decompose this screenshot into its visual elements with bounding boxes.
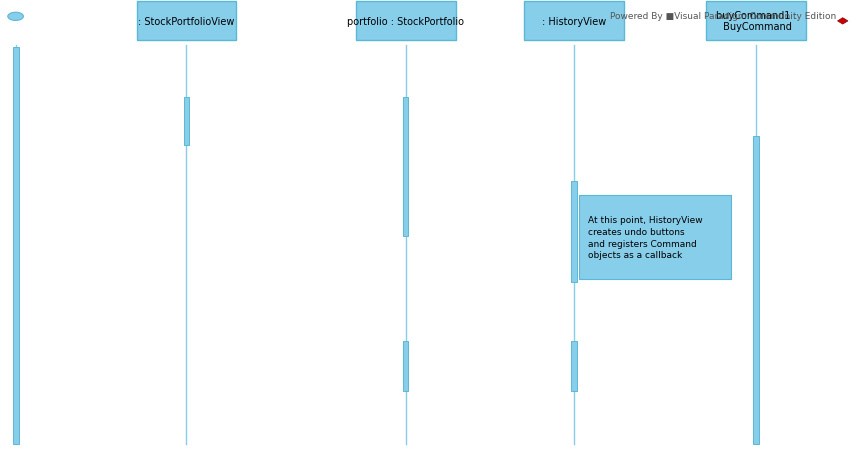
FancyBboxPatch shape — [403, 98, 408, 237]
FancyBboxPatch shape — [524, 2, 623, 41]
FancyBboxPatch shape — [706, 2, 805, 41]
Text: Powered By ■Visual Paradigm Community Edition: Powered By ■Visual Paradigm Community Ed… — [610, 11, 837, 20]
FancyBboxPatch shape — [12, 48, 18, 444]
FancyBboxPatch shape — [356, 2, 456, 41]
Text: : StockPortfolioView: : StockPortfolioView — [138, 17, 235, 26]
FancyBboxPatch shape — [571, 182, 577, 282]
FancyBboxPatch shape — [753, 136, 759, 444]
FancyBboxPatch shape — [571, 341, 577, 391]
FancyBboxPatch shape — [136, 2, 236, 41]
Text: portfolio : StockPortfolio: portfolio : StockPortfolio — [348, 17, 464, 26]
Text: buyCommand1 :
 BuyCommand: buyCommand1 : BuyCommand — [715, 11, 797, 32]
Text: At this point, HistoryView
creates undo buttons
and registers Command
objects as: At this point, HistoryView creates undo … — [588, 216, 702, 260]
FancyBboxPatch shape — [403, 341, 408, 391]
Circle shape — [8, 13, 23, 21]
Polygon shape — [838, 19, 848, 25]
Text: : HistoryView: : HistoryView — [542, 17, 606, 26]
FancyBboxPatch shape — [579, 196, 731, 280]
FancyBboxPatch shape — [184, 98, 189, 146]
